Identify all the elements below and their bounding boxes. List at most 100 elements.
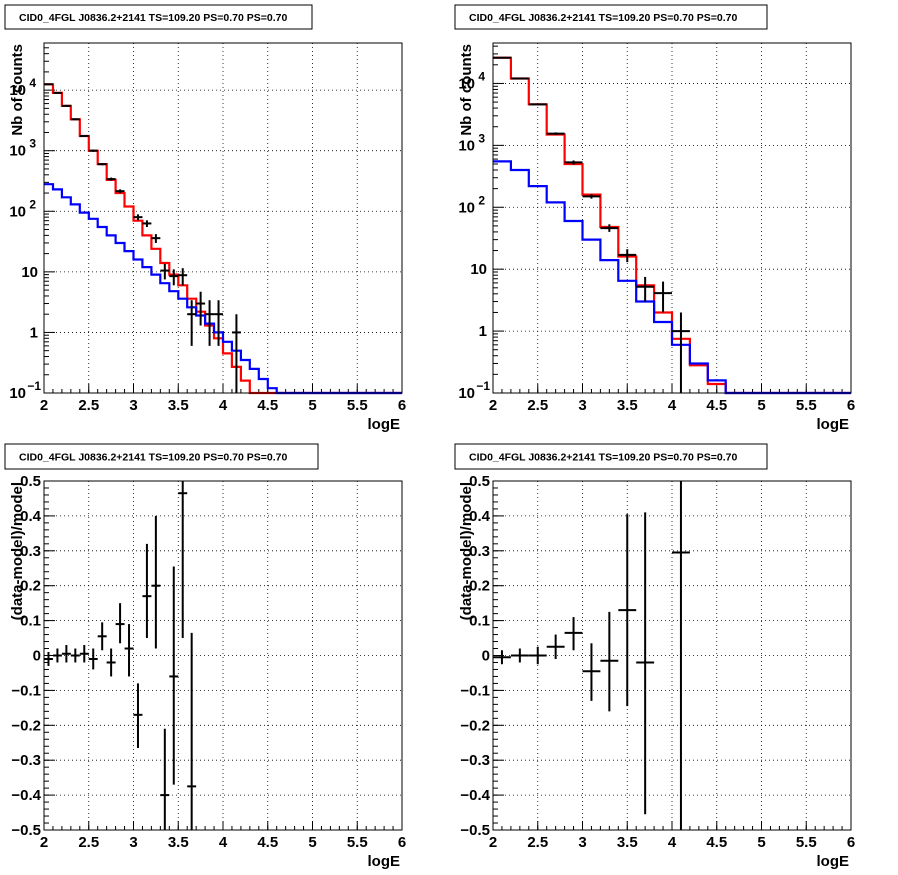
data-point: [187, 300, 197, 346]
x-tick-label: 2: [40, 834, 48, 851]
x-tick-label: 3: [578, 834, 586, 851]
y-tick-label: 10: [9, 203, 26, 220]
data-point: [88, 149, 98, 152]
x-tick-label: 5: [308, 397, 316, 414]
data-point: [582, 194, 601, 199]
y-tick-label: 0: [482, 648, 490, 665]
y-tick-label: −0.5: [11, 822, 41, 839]
x-axis-title: logE: [817, 853, 850, 870]
data-point: [142, 543, 152, 639]
y-tick-label: 0.2: [469, 578, 490, 595]
data-point: [618, 514, 637, 707]
x-tick-label: 2.5: [78, 834, 99, 851]
y-tick-label: 10: [470, 261, 487, 278]
plot-frame: [492, 42, 852, 394]
data-point: [187, 632, 197, 830]
x-tick-label: 6: [398, 397, 406, 414]
x-axis-title: logE: [368, 853, 401, 870]
y-axis-title: Nb of counts: [458, 44, 475, 136]
y-tick-exponent: −1: [27, 379, 41, 393]
y-tick-label: 0.5: [20, 473, 41, 490]
title-box: [4, 443, 319, 470]
x-tick-label: 3.5: [617, 397, 638, 414]
data-point: [654, 281, 672, 313]
y-tick-exponent: 4: [29, 76, 36, 90]
x-tick-label: 2.5: [527, 397, 548, 414]
y-tick-label: 10: [9, 385, 26, 402]
data-point: [636, 512, 655, 815]
x-tick-label: 4.5: [706, 397, 727, 414]
y-tick-label: 10: [9, 143, 26, 160]
y-tick-label: −0.1: [460, 682, 490, 699]
data-point: [493, 56, 511, 59]
chart-title: CID0_4FGL J0836.2+2141 TS=109.20 PS=0.70…: [19, 452, 287, 464]
x-tick-label: 3.5: [168, 834, 189, 851]
title-box: [454, 4, 768, 30]
data-point: [672, 481, 690, 830]
data-point: [231, 314, 241, 393]
x-tick-label: 5: [757, 397, 765, 414]
y-tick-label: 1: [479, 323, 487, 340]
data-point: [510, 77, 529, 80]
data-point: [52, 648, 62, 663]
data-point: [79, 134, 89, 137]
x-tick-label: 4: [219, 397, 228, 414]
x-tick-label: 4: [219, 834, 228, 851]
y-tick-label: 0.3: [469, 543, 490, 560]
data-point: [61, 104, 71, 107]
data-point: [510, 648, 529, 663]
chart-panel-4: CID0_4FGL J0836.2+2141 TS=109.20 PS=0.70…: [454, 443, 855, 870]
y-tick-label: 0.5: [469, 473, 490, 490]
x-tick-label: 2: [489, 834, 497, 851]
y-tick-label: −0.4: [11, 787, 41, 804]
data-point: [169, 269, 179, 286]
data-point: [546, 634, 565, 659]
data-point: [115, 603, 125, 644]
x-tick-label: 2: [40, 397, 48, 414]
y-tick-label: 0: [33, 648, 41, 665]
data-point: [528, 103, 547, 106]
x-axis-title: logE: [817, 416, 850, 433]
chart-panel-2: CID0_4FGL J0836.2+2141 TS=109.20 PS=0.70…: [454, 4, 855, 433]
y-tick-exponent: −1: [476, 379, 490, 393]
x-tick-label: 6: [847, 397, 855, 414]
chart-title: CID0_4FGL J0836.2+2141 TS=109.20 PS=0.70…: [469, 452, 737, 464]
y-tick-exponent: 4: [478, 69, 485, 83]
x-tick-label: 5.5: [796, 834, 817, 851]
y-tick-label: 10: [458, 199, 475, 216]
x-tick-label: 4: [668, 397, 677, 414]
chart-title: CID0_4FGL J0836.2+2141 TS=109.20 PS=0.70…: [469, 12, 737, 24]
x-tick-label: 2: [489, 397, 497, 414]
y-tick-label: 0.3: [20, 543, 41, 560]
plot-frame: [492, 480, 852, 831]
data-point: [672, 312, 690, 393]
y-tick-label: 10: [458, 137, 475, 154]
x-tick-label: 5.5: [347, 834, 368, 851]
y-tick-label: 10: [21, 264, 38, 281]
y-tick-label: 10: [458, 385, 475, 402]
data-point: [493, 650, 511, 665]
data-point: [178, 481, 188, 639]
y-tick-label: −0.3: [460, 752, 490, 769]
y-tick-label: 0.2: [20, 578, 41, 595]
data-point: [52, 91, 62, 94]
data-point: [106, 177, 116, 181]
data-point: [44, 652, 53, 666]
data-point: [600, 611, 619, 712]
chart-panel-1: CID0_4FGL J0836.2+2141 TS=109.20 PS=0.70…: [4, 4, 406, 433]
x-tick-label: 3.5: [168, 397, 189, 414]
y-tick-label: −0.1: [11, 682, 41, 699]
title-box: [454, 443, 768, 470]
data-point: [564, 617, 583, 651]
y-tick-label: −0.4: [460, 787, 490, 804]
x-axis-title: logE: [368, 416, 401, 433]
data-point: [70, 118, 80, 121]
x-tick-label: 5: [308, 834, 316, 851]
data-point: [528, 646, 547, 665]
y-tick-label: 1: [30, 324, 38, 341]
data-point: [169, 566, 179, 785]
data-point: [564, 160, 583, 165]
x-tick-label: 2.5: [78, 397, 99, 414]
data-point: [61, 645, 71, 663]
y-tick-label: 10: [458, 75, 475, 92]
